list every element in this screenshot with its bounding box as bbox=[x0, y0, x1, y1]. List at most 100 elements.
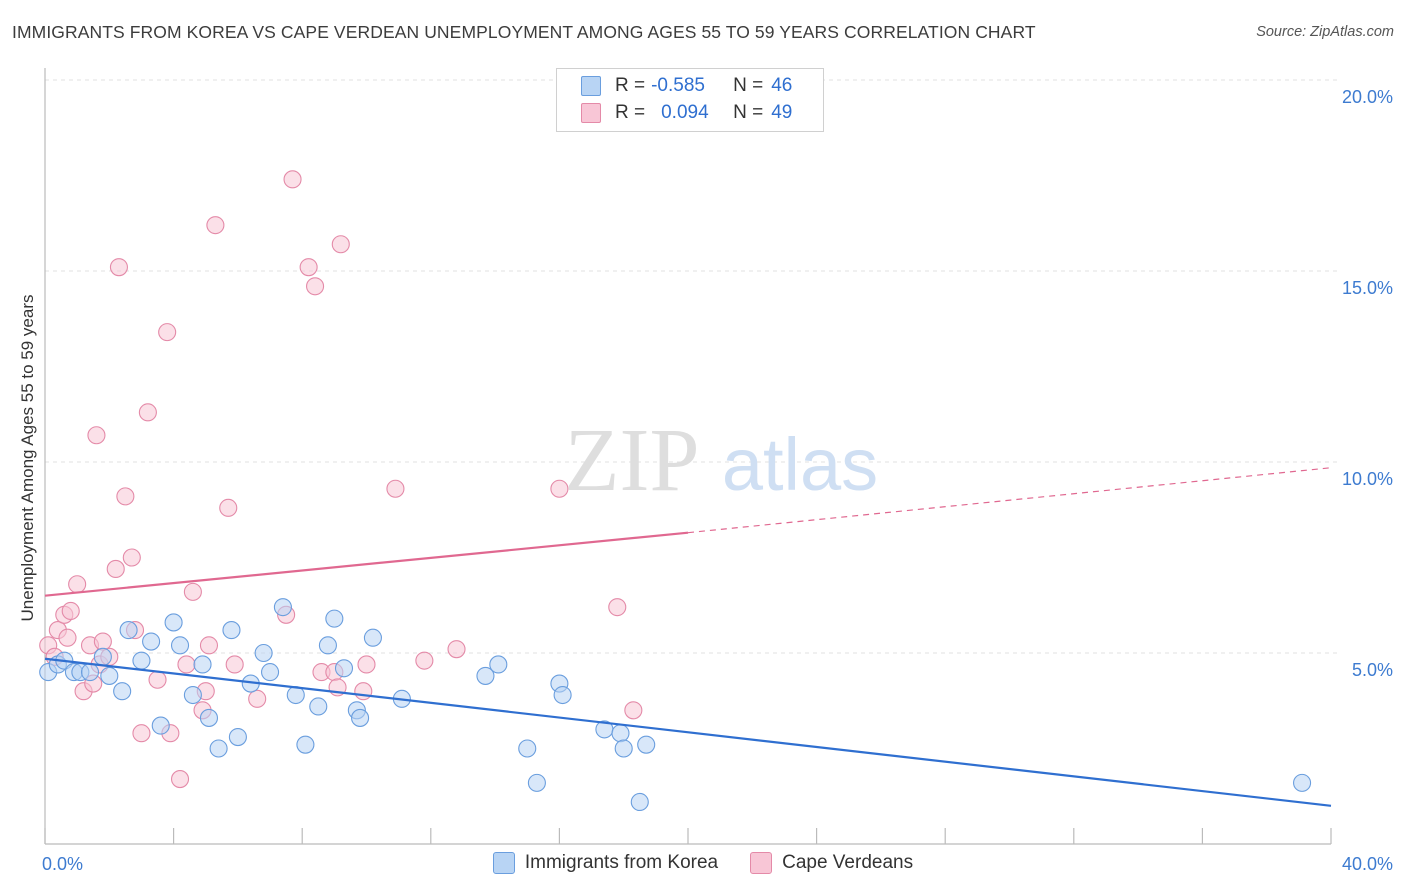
cape-point bbox=[608, 598, 627, 617]
legend-n-label: N = bbox=[733, 102, 764, 123]
korea-point bbox=[199, 708, 219, 727]
trend-line-cape-dashed bbox=[687, 467, 1332, 534]
korea-point bbox=[334, 659, 354, 678]
korea-point bbox=[170, 636, 190, 655]
bottom-legend-swatch-korea bbox=[492, 852, 515, 874]
cape-point bbox=[109, 258, 128, 277]
watermark-zip: ZIP bbox=[565, 411, 700, 510]
cape-point bbox=[68, 575, 87, 594]
korea-point bbox=[193, 655, 212, 674]
korea-point bbox=[151, 716, 170, 735]
korea-point bbox=[476, 666, 495, 685]
korea-point bbox=[309, 697, 328, 716]
legend-r-label: R = bbox=[615, 75, 646, 96]
legend-n-value: 49 bbox=[771, 102, 793, 123]
bottom-legend: Immigrants from Korea Cape Verdeans bbox=[0, 852, 1406, 874]
cape-point bbox=[248, 689, 267, 708]
legend-row-korea: R = -0.585 N = 46 bbox=[581, 73, 792, 99]
legend-row-cape: R = 0.094 N = 49 bbox=[581, 100, 792, 126]
korea-point bbox=[113, 682, 132, 701]
cape-point bbox=[225, 655, 244, 674]
korea-point bbox=[183, 685, 202, 705]
cape-point bbox=[415, 651, 434, 670]
trend-line-cape-solid bbox=[44, 531, 689, 597]
y-tick-label: 5.0% bbox=[1352, 660, 1393, 680]
cape-point bbox=[87, 426, 106, 445]
cape-point bbox=[331, 235, 350, 254]
cape-point bbox=[183, 582, 202, 601]
korea-point bbox=[80, 663, 100, 682]
cape-point bbox=[219, 498, 238, 517]
cape-point bbox=[206, 216, 225, 235]
legend-swatch-cape bbox=[581, 103, 601, 123]
cape-point bbox=[199, 636, 219, 655]
korea-point bbox=[222, 621, 241, 640]
tick-labels: 5.0% 10.0% 15.0% 20.0% 0.0% 40.0% bbox=[42, 87, 1393, 874]
y-tick-label: 15.0% bbox=[1342, 278, 1393, 298]
y-axis-label: Unemployment Among Ages 55 to 59 years bbox=[18, 294, 37, 622]
legend-n-value: 46 bbox=[771, 75, 793, 96]
cape-point bbox=[122, 548, 141, 567]
korea-point bbox=[273, 598, 292, 617]
legend-n-label: N = bbox=[733, 75, 764, 96]
korea-point bbox=[553, 685, 572, 705]
legend-box: R = -0.585 N = 46 R = 0.094 N = 49 bbox=[556, 68, 824, 132]
korea-point bbox=[630, 792, 649, 812]
legend-swatch-korea bbox=[581, 76, 601, 96]
cape-point bbox=[177, 655, 196, 674]
bottom-legend-swatch-cape bbox=[750, 852, 773, 874]
korea-point bbox=[489, 655, 508, 674]
korea-point bbox=[351, 708, 370, 727]
series-korea bbox=[39, 598, 1312, 812]
korea-point bbox=[296, 735, 315, 754]
korea-point bbox=[614, 739, 633, 758]
cape-point bbox=[357, 655, 376, 674]
korea-point bbox=[254, 643, 273, 663]
chart-title: IMMIGRANTS FROM KOREA VS CAPE VERDEAN UN… bbox=[12, 22, 1036, 42]
cape-point bbox=[106, 559, 125, 579]
korea-point bbox=[142, 632, 161, 651]
cape-point bbox=[58, 628, 77, 647]
legend-r-label: R = bbox=[615, 102, 646, 123]
axes bbox=[44, 68, 1332, 845]
cape-point bbox=[158, 323, 177, 342]
cape-point bbox=[61, 601, 80, 621]
cape-point bbox=[447, 640, 466, 659]
korea-point bbox=[1293, 773, 1312, 792]
y-tick-label: 20.0% bbox=[1342, 87, 1393, 107]
trend-lines bbox=[44, 467, 1332, 807]
legend-r-value: -0.585 bbox=[651, 75, 705, 96]
bottom-legend-korea: Immigrants from Korea bbox=[492, 852, 719, 874]
korea-point bbox=[228, 727, 247, 747]
cape-point bbox=[283, 170, 302, 189]
cape-point bbox=[148, 670, 167, 689]
korea-point bbox=[318, 636, 337, 655]
cape-point bbox=[299, 258, 318, 277]
watermark-atlas: atlas bbox=[722, 423, 878, 506]
korea-point bbox=[527, 773, 546, 792]
grid-lines bbox=[45, 79, 1337, 654]
korea-point bbox=[100, 666, 119, 685]
bottom-legend-label-korea: Immigrants from Korea bbox=[524, 852, 719, 873]
korea-point bbox=[611, 724, 630, 743]
x-tick-label-max: 40.0% bbox=[1342, 854, 1393, 874]
cape-point bbox=[306, 277, 325, 296]
y-tick-label: 10.0% bbox=[1342, 469, 1393, 489]
korea-point bbox=[93, 647, 112, 666]
cape-point bbox=[93, 632, 112, 651]
bottom-legend-cape: Cape Verdeans bbox=[750, 852, 913, 874]
cape-point bbox=[170, 770, 190, 789]
korea-point bbox=[209, 739, 228, 758]
trend-line-korea bbox=[44, 657, 1332, 807]
x-tick-label-min: 0.0% bbox=[42, 854, 83, 874]
korea-point bbox=[637, 735, 656, 754]
korea-point bbox=[325, 609, 344, 628]
korea-point bbox=[363, 628, 382, 647]
cape-point bbox=[550, 479, 569, 498]
legend-r-value: 0.094 bbox=[661, 102, 709, 123]
korea-point bbox=[518, 739, 537, 758]
cape-point bbox=[116, 487, 135, 506]
cape-point bbox=[138, 403, 157, 422]
cape-point bbox=[386, 479, 405, 498]
cape-point bbox=[624, 701, 643, 720]
